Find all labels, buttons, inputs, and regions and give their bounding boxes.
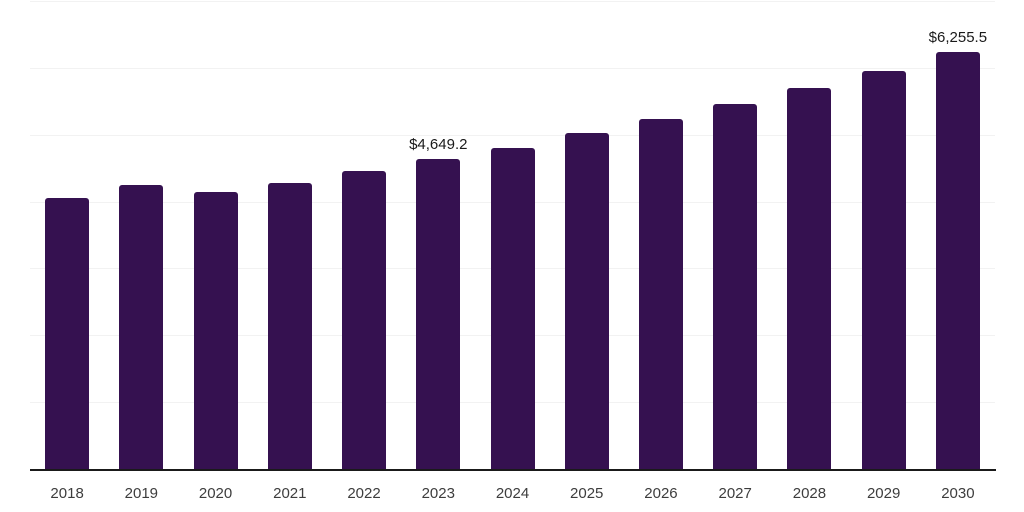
- bar-2020: [193, 191, 238, 470]
- x-tick-label-2020: 2020: [198, 485, 233, 502]
- x-tick-label-2022: 2022: [347, 485, 381, 502]
- bar-2028: [787, 87, 832, 470]
- bar-2025: [564, 132, 609, 470]
- data-label-2023: $4,649.2: [409, 136, 468, 154]
- x-tick-label-2019: 2019: [124, 485, 159, 502]
- bar-2029: [861, 70, 906, 470]
- bar-2022: [342, 171, 387, 470]
- gridline-7000: [30, 1, 995, 2]
- plot-area: $4,649.2 $6,255.5: [30, 1, 995, 470]
- x-tick-label-2028: 2028: [792, 485, 827, 502]
- x-tick-label-2018: 2018: [50, 485, 84, 502]
- x-tick-label-2029: 2029: [866, 485, 901, 502]
- bar-2030: [935, 51, 980, 470]
- x-axis-tick-labels: 2018 2019 2020 2021 2022 2023 2024 2025 2026 2027…: [30, 484, 995, 504]
- bar-2023: [416, 159, 461, 470]
- x-tick-label-2021: 2021: [273, 485, 307, 502]
- bar-2024: [490, 147, 535, 470]
- x-tick-label-2023: 2023: [421, 485, 455, 502]
- x-tick-label-2024: 2024: [495, 485, 530, 502]
- x-tick-label-2025: 2025: [570, 485, 604, 502]
- x-axis-line: [30, 469, 996, 471]
- bar-2026: [638, 119, 683, 470]
- bar-2027: [713, 103, 758, 470]
- bar-2018: [45, 197, 90, 470]
- bar-2021: [267, 182, 312, 470]
- x-tick-label-2026: 2026: [644, 485, 678, 502]
- gridline-5000: [30, 134, 995, 136]
- bar-2019: [119, 184, 164, 470]
- x-tick-label-2030: 2030: [941, 485, 975, 502]
- gridline-6000: [30, 67, 995, 69]
- x-tick-label-2027: 2027: [718, 485, 752, 502]
- data-label-2030: $6,255.5: [928, 28, 988, 46]
